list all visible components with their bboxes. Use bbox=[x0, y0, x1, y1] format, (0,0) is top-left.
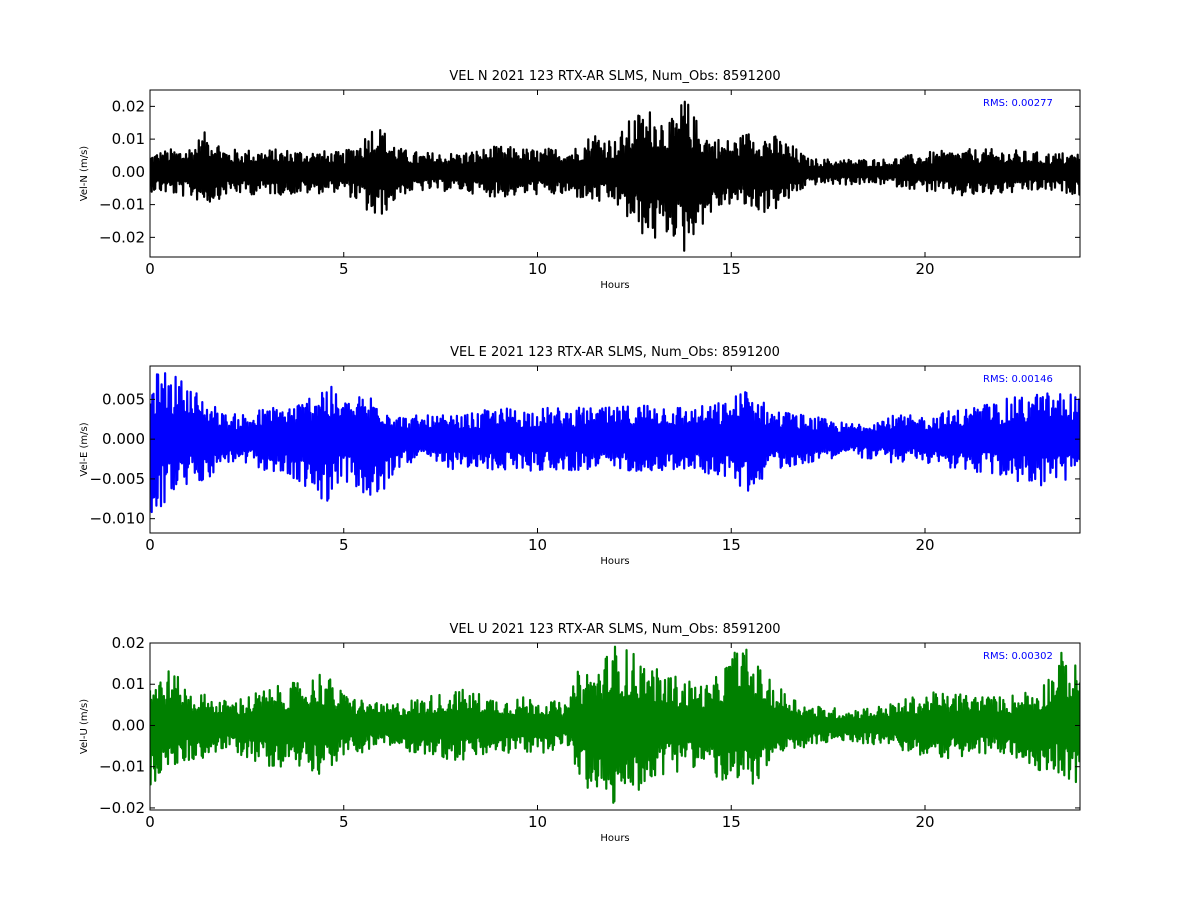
y-tick-label: 0.02 bbox=[112, 634, 145, 652]
y-tick-label: −0.010 bbox=[89, 510, 145, 528]
x-tick-label: 15 bbox=[722, 536, 741, 554]
x-tick-label: 20 bbox=[915, 813, 934, 831]
rms-annotation: RMS: 0.00302 bbox=[983, 651, 1053, 662]
axes-frame bbox=[149, 642, 1081, 811]
axes-frame bbox=[149, 89, 1081, 258]
chart-title: VEL U 2021 123 RTX-AR SLMS, Num_Obs: 859… bbox=[449, 622, 780, 637]
x-axis-label: Hours bbox=[600, 280, 629, 291]
chart-panel: 0 5 10 15 20 0.02 0.01 0.00 −0.01 −0.02 VEL N 2021… bbox=[79, 69, 1081, 291]
x-tick-label: 5 bbox=[339, 536, 349, 554]
y-tick-label: 0.02 bbox=[112, 97, 145, 115]
x-tick-label: 10 bbox=[528, 813, 547, 831]
x-tick-label: 0 bbox=[145, 536, 155, 554]
series-line bbox=[150, 372, 1080, 514]
rms-annotation: RMS: 0.00277 bbox=[983, 98, 1053, 109]
x-tick-label: 5 bbox=[339, 260, 349, 278]
x-tick-label: 20 bbox=[915, 260, 934, 278]
series-line bbox=[150, 100, 1080, 252]
x-tick-label: 0 bbox=[145, 260, 155, 278]
y-tick-label: −0.02 bbox=[99, 228, 145, 246]
series-line bbox=[150, 645, 1080, 804]
y-axis-label: Vel-N (m/s) bbox=[79, 146, 90, 201]
y-axis-label: Vel-U (m/s) bbox=[79, 699, 90, 754]
rms-annotation: RMS: 0.00146 bbox=[983, 374, 1053, 385]
chart-panel: 0 5 10 15 20 0.005 0.000 −0.005 −0.010 VEL E 2021… bbox=[79, 345, 1081, 567]
x-tick-label: 15 bbox=[722, 813, 741, 831]
y-tick-label: 0.005 bbox=[102, 390, 145, 408]
y-tick-label: −0.01 bbox=[99, 196, 145, 214]
y-tick-label: −0.02 bbox=[99, 799, 145, 817]
x-tick-label: 0 bbox=[145, 813, 155, 831]
y-tick-label: 0.000 bbox=[102, 430, 145, 448]
axes-frame bbox=[149, 365, 1081, 534]
chart-title: VEL E 2021 123 RTX-AR SLMS, Num_Obs: 859… bbox=[450, 345, 780, 360]
chart-panel: 0 5 10 15 20 0.02 0.01 0.00 −0.01 −0.02 VEL U 2021… bbox=[79, 622, 1081, 844]
y-tick-label: 0.01 bbox=[112, 130, 145, 148]
x-tick-label: 10 bbox=[528, 260, 547, 278]
x-tick-label: 5 bbox=[339, 813, 349, 831]
y-tick-label: −0.005 bbox=[89, 470, 145, 488]
x-tick-label: 10 bbox=[528, 536, 547, 554]
y-tick-label: 0.00 bbox=[112, 163, 145, 181]
x-axis-label: Hours bbox=[600, 556, 629, 567]
chart-title: VEL N 2021 123 RTX-AR SLMS, Num_Obs: 859… bbox=[449, 69, 780, 84]
x-tick-label: 15 bbox=[722, 260, 741, 278]
x-tick-label: 20 bbox=[915, 536, 934, 554]
y-axis-label: Vel-E (m/s) bbox=[79, 422, 90, 476]
y-tick-label: 0.00 bbox=[112, 716, 145, 734]
x-axis-label: Hours bbox=[600, 833, 629, 844]
y-tick-label: −0.01 bbox=[99, 758, 145, 776]
y-tick-label: 0.01 bbox=[112, 675, 145, 693]
